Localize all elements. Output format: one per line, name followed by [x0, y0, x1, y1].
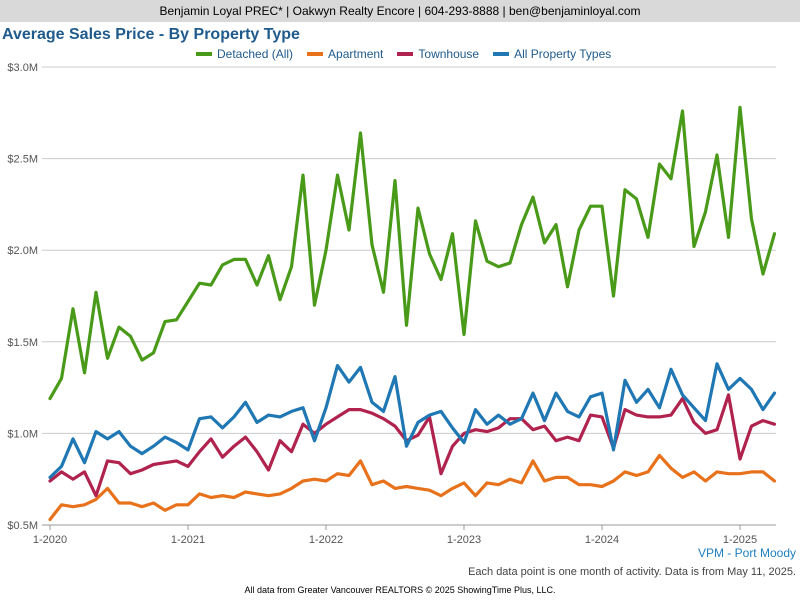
x-tick-label: 1-2023 [447, 534, 481, 546]
legend-item-townhouse[interactable]: Townhouse [397, 47, 479, 61]
x-tick-label: 1-2021 [171, 534, 205, 546]
y-tick-label: $2.0M [7, 245, 38, 257]
region-label: VPM - Port Moody [697, 546, 796, 560]
chart-legend: Detached (All) Apartment Townhouse All P… [196, 46, 625, 62]
y-tick-label: $2.5M [7, 154, 38, 166]
y-tick-label: $0.5M [7, 520, 38, 532]
legend-label-townhouse: Townhouse [418, 47, 480, 61]
legend-swatch-detached [196, 52, 212, 56]
chart-title: Average Sales Price - By Property Type [2, 26, 300, 43]
legend-label-apartment: Apartment [328, 47, 384, 61]
legend-label-all-types: All Property Types [514, 47, 612, 61]
y-tick-label: $1.5M [7, 337, 38, 349]
legend-swatch-all-types [493, 52, 510, 56]
header-banner: Benjamin Loyal PREC* | Oakwyn Realty Enc… [0, 0, 800, 22]
data-footnote: Each data point is one month of activity… [468, 566, 796, 578]
legend-item-all-types[interactable]: All Property Types [493, 47, 611, 61]
legend-item-detached[interactable]: Detached (All) [196, 47, 293, 61]
x-tick-label: 1-2022 [309, 534, 343, 546]
source-note: All data from Greater Vancouver REALTORS… [244, 585, 556, 595]
legend-swatch-townhouse [397, 52, 414, 56]
x-tick-label: 1-2024 [585, 534, 619, 546]
y-tick-label: $1.0M [7, 428, 38, 440]
series-line-2 [48, 393, 777, 498]
series-line-3 [48, 362, 777, 479]
legend-label-detached: Detached (All) [217, 47, 294, 61]
legend-swatch-apartment [307, 52, 324, 56]
legend-item-apartment[interactable]: Apartment [307, 47, 383, 61]
series-line-0 [48, 105, 777, 401]
x-tick-label: 1-2020 [33, 534, 67, 546]
series-line-1 [48, 453, 777, 522]
x-tick-label: 1-2025 [723, 534, 757, 546]
y-tick-label: $3.0M [7, 62, 38, 74]
